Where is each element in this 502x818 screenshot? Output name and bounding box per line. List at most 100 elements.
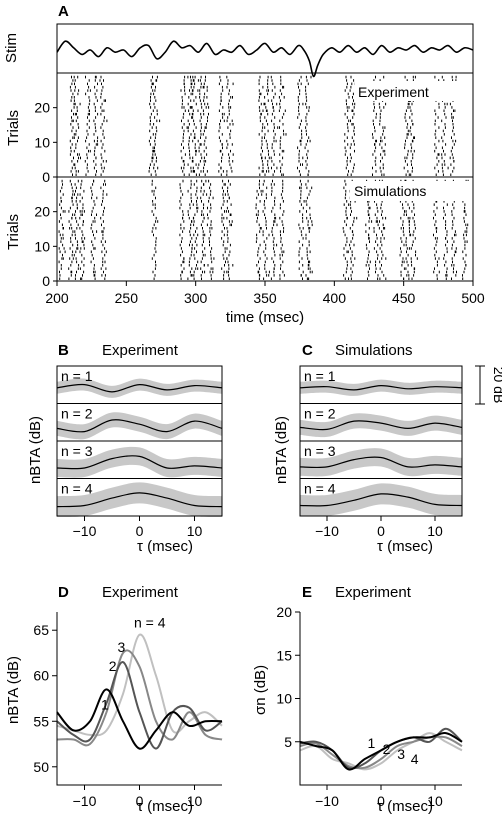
b-y-label: nBTA (dB): [27, 416, 44, 484]
y-tick-label: 65: [33, 622, 49, 638]
simulations-label-bg: [350, 181, 471, 201]
series-label: n = 4: [134, 614, 166, 630]
y-tick-label: 15: [276, 647, 292, 663]
series-line: [56, 661, 223, 750]
panel-letter-e: E: [302, 584, 312, 601]
x-tick-label: −10: [73, 523, 97, 539]
axes: [56, 612, 222, 786]
y-tick-label: 10: [276, 691, 292, 707]
e-y-label: σn (dB): [252, 665, 269, 715]
y-tick-label: 10: [34, 134, 50, 150]
series-label: 4: [411, 751, 419, 767]
series-label: 1: [368, 735, 376, 751]
x-tick-label: 200: [45, 290, 69, 306]
stim-label: Stim: [3, 33, 20, 63]
y-tick-label: 20: [276, 604, 292, 620]
c-x-ticks: −10 0 10: [315, 516, 443, 539]
x-tick-label: −10: [73, 793, 97, 809]
e-title: Experiment: [335, 584, 412, 601]
b-traces: n = 1 n = 2 n = 3 n = 4: [56, 365, 223, 518]
trace-label: n = 3: [61, 443, 93, 459]
mean-trace: [299, 456, 463, 469]
panel-letter-c: C: [302, 342, 313, 359]
c-y-label: nBTA (dB): [273, 416, 290, 484]
confidence-band: [57, 412, 222, 440]
panel-b: Experiment nBTA (dB) n = 1n = 2n = 3n = …: [27, 342, 223, 555]
mean-trace: [299, 384, 463, 391]
x-tick-label: 10: [427, 793, 443, 809]
y-tick-label: 0: [42, 273, 50, 289]
panel-letter-a: A: [58, 3, 69, 20]
y-tick-label: 50: [33, 759, 49, 775]
panel-letter-d: D: [58, 584, 69, 601]
stim-trace: [56, 40, 474, 78]
x-tick-label: 10: [187, 523, 203, 539]
mean-trace: [56, 492, 223, 508]
panel-d: Experiment nBTA (dB) 50 55 60 65 −10 0 10 1 23 n …: [5, 584, 223, 815]
series-line: [299, 732, 463, 771]
series-line: [56, 633, 223, 737]
x-tick-label: 10: [187, 793, 203, 809]
c-x-label: τ (msec): [377, 538, 433, 555]
series-line: [299, 732, 463, 771]
experiment-label-bg: [355, 81, 471, 101]
series-line: [56, 688, 223, 750]
trace-label: n = 4: [61, 481, 93, 497]
e-plot: 5 10 15 20 −10 0 10 1 2 3 4: [276, 604, 463, 809]
e-x-label: τ (msec): [377, 798, 433, 815]
b-title: Experiment: [102, 342, 179, 359]
confidence-band: [57, 482, 222, 518]
panel-c: Simulations nBTA (dB) n = 1n = 2n = 3n =…: [273, 342, 502, 555]
d-plot: 50 55 60 65 −10 0 10 1 23 n = 4: [33, 612, 223, 809]
trace-label: n = 4: [304, 481, 336, 497]
b-x-ticks: −10 0 10: [73, 516, 203, 539]
axes: [299, 612, 462, 786]
confidence-band: [57, 378, 222, 398]
a-x-label: time (msec): [226, 309, 304, 326]
x-tick-label: 400: [323, 290, 347, 306]
trace-label: n = 3: [304, 443, 336, 459]
panel-letter-b: B: [58, 342, 69, 359]
confidence-band: [300, 483, 462, 517]
c-traces: n = 1 n = 2 n = 3 n = 4: [299, 365, 463, 517]
x-tick-label: 350: [253, 290, 277, 306]
mean-trace: [56, 419, 223, 433]
mean-trace: [56, 455, 223, 470]
x-tick-label: 10: [427, 523, 443, 539]
series-label: 1: [101, 696, 109, 712]
panel-e: Experiment σn (dB) 5 10 15 20 −10 0 10 1 2 3 4 τ (…: [252, 584, 463, 815]
series-label: 3: [118, 639, 126, 655]
trace-label: n = 2: [61, 406, 93, 422]
mean-trace: [299, 493, 463, 507]
c-title: Simulations: [335, 342, 413, 359]
y-tick-label: 55: [33, 713, 49, 729]
series-label: 3: [397, 746, 405, 762]
confidence-band: [300, 379, 462, 396]
y-tick-label: 10: [34, 238, 50, 254]
y-tick-label: 5: [284, 734, 292, 750]
simulation-y-label: Trials: [5, 214, 22, 250]
experiment-raster: [69, 75, 457, 176]
confidence-band: [300, 413, 462, 438]
y-tick-label: 0: [42, 169, 50, 185]
simulations-label: Simulations: [354, 183, 426, 199]
scale-bar-label: 20 dB: [491, 367, 502, 404]
x-tick-label: 0: [377, 523, 385, 539]
y-tick-label: 20: [34, 204, 50, 220]
trace-label: n = 1: [304, 368, 336, 384]
trace-label: n = 1: [61, 368, 93, 384]
x-tick-label: 0: [377, 793, 385, 809]
x-tick-label: 0: [136, 793, 144, 809]
series-label: 2: [109, 658, 117, 674]
x-tick-label: 0: [136, 523, 144, 539]
confidence-band: [300, 448, 462, 477]
x-tick-label: 500: [461, 290, 485, 306]
experiment-y-label: Trials: [5, 110, 22, 146]
x-tick-label: −10: [315, 793, 339, 809]
series-label: 2: [383, 741, 391, 757]
a-x-ticks: 200 250 300 350 400 450 500: [45, 281, 485, 306]
d-x-label: τ (msec): [137, 798, 193, 815]
x-tick-label: 450: [392, 290, 416, 306]
x-tick-label: −10: [315, 523, 339, 539]
x-tick-label: 300: [184, 290, 208, 306]
